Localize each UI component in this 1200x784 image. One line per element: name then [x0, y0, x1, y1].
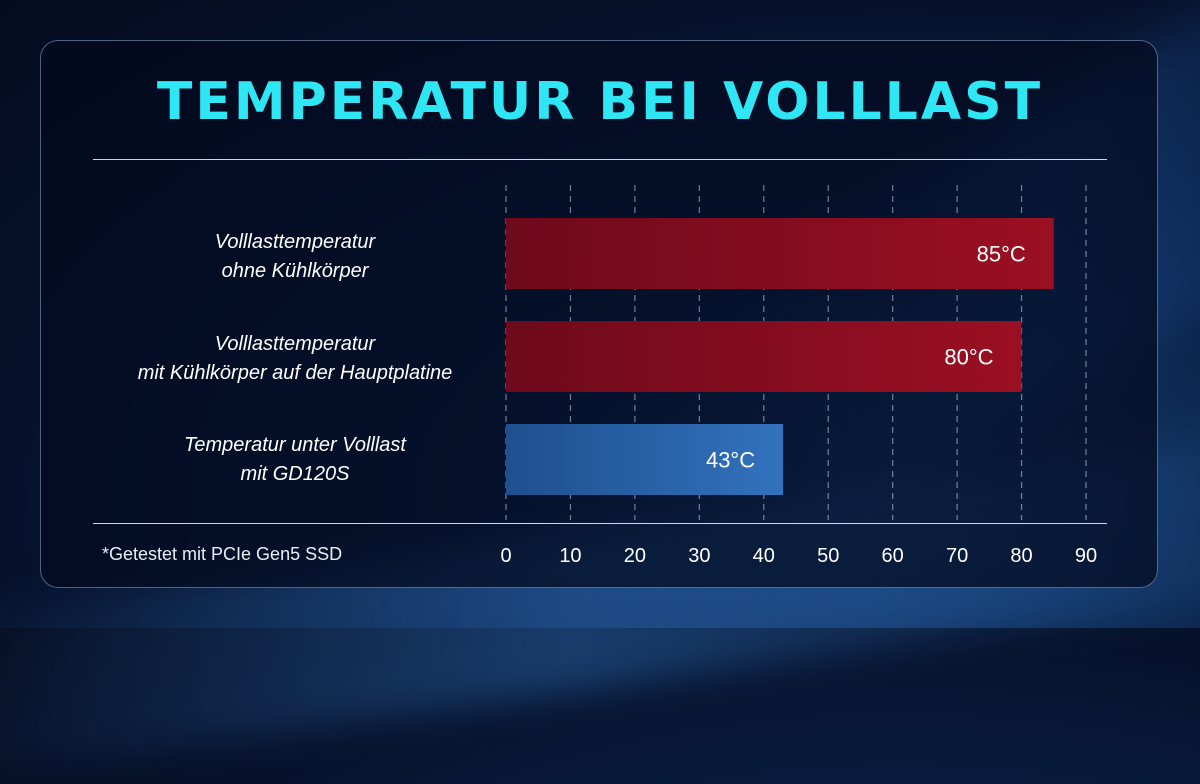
axis-divider — [93, 523, 1107, 524]
bar-value-label-1: 85°C — [977, 242, 1026, 267]
x-tick-label: 10 — [559, 545, 581, 567]
x-tick-label: 0 — [500, 545, 511, 567]
x-tick-label: 90 — [1075, 545, 1097, 567]
bar-chart: 85°C 80°C 43°C 0 10 20 30 40 50 60 70 80 90 — [500, 185, 1097, 567]
bar-value-label-2: 80°C — [944, 345, 993, 370]
category-label-2-line-1: Volllasttemperatur — [214, 333, 376, 355]
bar-1 — [506, 218, 1054, 289]
x-tick-label: 50 — [817, 545, 839, 567]
footnote: *Getestet mit PCIe Gen5 SSD — [102, 544, 343, 564]
x-tick-label: 70 — [946, 545, 968, 567]
bar-3 — [506, 424, 784, 495]
x-tick-label: 40 — [753, 545, 775, 567]
bar-2 — [506, 321, 1022, 392]
x-tick-label: 30 — [688, 545, 710, 567]
x-tick-label: 20 — [624, 545, 646, 567]
x-tick-label: 80 — [1010, 545, 1032, 567]
x-tick-label: 60 — [882, 545, 904, 567]
bar-value-label-3: 43°C — [706, 448, 755, 473]
category-label-3: Temperatur unter Volllast mit GD120S — [55, 431, 535, 489]
category-label-1: Volllasttemperatur ohne Kühlkörper — [55, 228, 535, 286]
category-label-2: Volllasttemperatur mit Kühlkörper auf de… — [55, 330, 535, 388]
category-label-3-line-1: Temperatur unter Volllast — [184, 434, 406, 456]
category-label-3-line-2: mit GD120S — [240, 463, 350, 485]
title-divider — [93, 159, 1107, 160]
category-label-1-line-1: Volllasttemperatur — [214, 231, 376, 253]
chart-panel — [40, 40, 1158, 588]
chart-title: Temperatur bei Volllast — [156, 72, 1044, 132]
category-label-1-line-2: ohne Kühlkörper — [221, 260, 369, 282]
category-label-2-line-2: mit Kühlkörper auf der Hauptplatine — [137, 362, 453, 384]
